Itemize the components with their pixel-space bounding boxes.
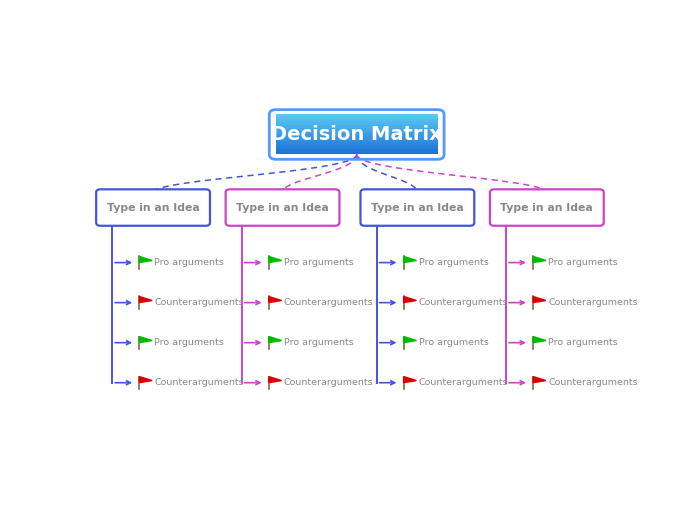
Polygon shape <box>533 256 546 263</box>
Text: Pro arguments: Pro arguments <box>155 258 224 267</box>
Text: Pro arguments: Pro arguments <box>419 258 489 267</box>
FancyBboxPatch shape <box>276 138 438 140</box>
FancyBboxPatch shape <box>276 141 438 142</box>
FancyBboxPatch shape <box>276 144 438 145</box>
Polygon shape <box>533 376 546 383</box>
Text: Counterarguments: Counterarguments <box>548 298 638 307</box>
FancyBboxPatch shape <box>276 128 438 129</box>
FancyBboxPatch shape <box>276 122 438 124</box>
Text: Type in an Idea: Type in an Idea <box>106 203 200 213</box>
Polygon shape <box>139 376 152 383</box>
Text: Type in an Idea: Type in an Idea <box>500 203 593 213</box>
Text: Counterarguments: Counterarguments <box>548 378 638 387</box>
FancyBboxPatch shape <box>276 148 438 149</box>
Text: Pro arguments: Pro arguments <box>155 338 224 347</box>
Text: Counterarguments: Counterarguments <box>155 298 244 307</box>
Text: Counterarguments: Counterarguments <box>284 298 374 307</box>
FancyBboxPatch shape <box>276 137 438 138</box>
FancyBboxPatch shape <box>276 121 438 122</box>
Polygon shape <box>533 336 546 343</box>
FancyBboxPatch shape <box>276 153 438 154</box>
FancyBboxPatch shape <box>276 117 438 119</box>
FancyBboxPatch shape <box>276 132 438 133</box>
FancyBboxPatch shape <box>276 150 438 152</box>
Text: Counterarguments: Counterarguments <box>419 378 508 387</box>
FancyBboxPatch shape <box>276 136 438 137</box>
Polygon shape <box>533 296 546 303</box>
FancyBboxPatch shape <box>276 120 438 121</box>
FancyBboxPatch shape <box>276 142 438 144</box>
Polygon shape <box>269 376 282 383</box>
Text: Counterarguments: Counterarguments <box>284 378 374 387</box>
Text: Pro arguments: Pro arguments <box>548 258 618 267</box>
Text: Counterarguments: Counterarguments <box>419 298 508 307</box>
FancyBboxPatch shape <box>361 189 474 226</box>
FancyBboxPatch shape <box>96 189 210 226</box>
FancyBboxPatch shape <box>276 147 438 148</box>
Polygon shape <box>139 336 152 343</box>
Polygon shape <box>269 296 282 303</box>
FancyBboxPatch shape <box>276 135 438 136</box>
Text: Pro arguments: Pro arguments <box>419 338 489 347</box>
FancyBboxPatch shape <box>276 126 438 128</box>
Polygon shape <box>269 336 282 343</box>
Text: Type in an Idea: Type in an Idea <box>371 203 464 213</box>
Polygon shape <box>404 296 416 303</box>
FancyBboxPatch shape <box>276 145 438 147</box>
FancyBboxPatch shape <box>276 124 438 125</box>
Text: Pro arguments: Pro arguments <box>284 338 354 347</box>
Text: Type in an Idea: Type in an Idea <box>236 203 329 213</box>
Polygon shape <box>139 296 152 303</box>
Polygon shape <box>269 256 282 263</box>
FancyBboxPatch shape <box>276 133 438 135</box>
Polygon shape <box>139 256 152 263</box>
FancyBboxPatch shape <box>490 189 603 226</box>
FancyBboxPatch shape <box>276 131 438 132</box>
FancyBboxPatch shape <box>276 149 438 150</box>
Text: Counterarguments: Counterarguments <box>155 378 244 387</box>
Polygon shape <box>404 336 416 343</box>
FancyBboxPatch shape <box>226 189 340 226</box>
Text: Decision Matrix: Decision Matrix <box>271 125 442 144</box>
FancyBboxPatch shape <box>276 114 438 116</box>
FancyBboxPatch shape <box>276 152 438 153</box>
FancyBboxPatch shape <box>276 140 438 141</box>
Text: Pro arguments: Pro arguments <box>548 338 618 347</box>
FancyBboxPatch shape <box>276 129 438 131</box>
Polygon shape <box>404 376 416 383</box>
FancyBboxPatch shape <box>276 116 438 117</box>
FancyBboxPatch shape <box>276 119 438 120</box>
Text: Pro arguments: Pro arguments <box>284 258 354 267</box>
Polygon shape <box>404 256 416 263</box>
FancyBboxPatch shape <box>276 125 438 126</box>
